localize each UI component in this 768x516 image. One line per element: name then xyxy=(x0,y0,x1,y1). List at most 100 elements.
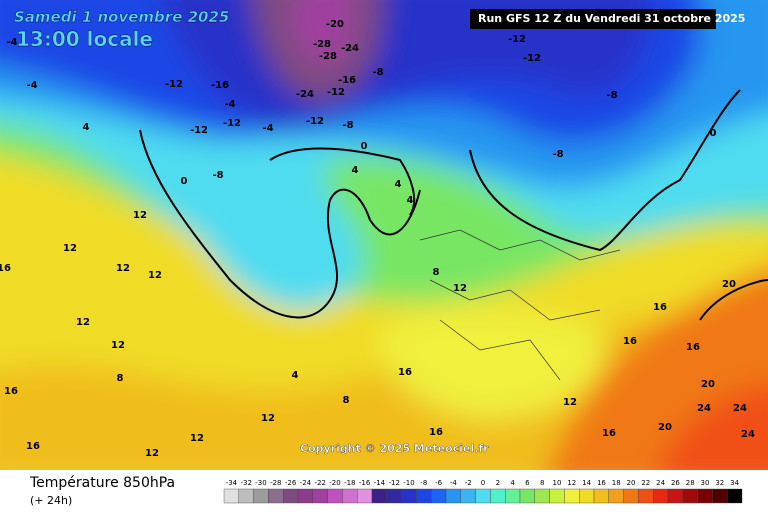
legend-label: 8 xyxy=(540,479,544,487)
coastlines xyxy=(139,89,768,321)
contour-label: 12 xyxy=(133,210,147,221)
contour-label: 12 xyxy=(190,433,204,444)
legend-swatch xyxy=(223,488,240,504)
contour-label: 0 xyxy=(361,141,368,152)
legend-label: 34 xyxy=(730,479,739,487)
run-box xyxy=(470,9,716,29)
contour-label: 20 xyxy=(658,422,672,433)
contour-label: 16 xyxy=(398,367,412,378)
contour-label: 12 xyxy=(261,413,275,424)
legend-swatch xyxy=(401,488,417,504)
contour-label: -4 xyxy=(26,80,37,91)
legend-swatch xyxy=(549,488,565,504)
contour-labels: -20-28 -24-28-16-24 -12-8-12-12-8-80-12 -16… xyxy=(0,19,755,459)
legend-label: -12 xyxy=(388,479,399,487)
contour-label: 20 xyxy=(722,279,736,290)
contour-label: -16 xyxy=(211,80,229,91)
borders xyxy=(419,229,621,381)
legend-label: 26 xyxy=(671,479,680,487)
legend-swatch xyxy=(312,488,328,504)
contour-label: -24 xyxy=(341,43,359,54)
legend-swatch xyxy=(238,488,254,504)
contour-label: 12 xyxy=(63,243,77,254)
legend-label: -26 xyxy=(285,479,297,487)
contour-label: 16 xyxy=(623,336,637,347)
legend-swatch xyxy=(564,488,580,504)
contour-label: 24 xyxy=(697,403,711,414)
contour-label: 16 xyxy=(4,386,18,397)
legend-label: -24 xyxy=(300,479,312,487)
legend-label: -14 xyxy=(374,479,386,487)
contour-label: 4 xyxy=(83,122,90,133)
legend-label: -16 xyxy=(359,479,371,487)
legend-swatch xyxy=(697,488,713,504)
contour-label: 12 xyxy=(145,448,159,459)
legend-label: 2 xyxy=(496,479,500,487)
contour-label: -4 xyxy=(6,37,17,48)
contour-label: -12 xyxy=(165,79,183,90)
legend-swatch xyxy=(505,488,521,504)
legend-label: 10 xyxy=(553,479,562,487)
contour-label: -8 xyxy=(342,120,353,131)
legend-label: -28 xyxy=(270,479,281,487)
contour-label: -12 xyxy=(306,116,324,127)
legend-swatch xyxy=(667,488,684,504)
contour-label: 12 xyxy=(563,397,577,408)
contour-label: -28 xyxy=(313,39,331,50)
run-label: Run GFS 12 Z du Vendredi 31 octobre 2025 xyxy=(478,12,745,25)
legend-label: -2 xyxy=(465,479,472,487)
legend-swatch xyxy=(297,488,314,504)
legend-label: -34 xyxy=(226,479,238,487)
footer-label: Température 850hPa xyxy=(29,475,175,491)
contour-label: 0 xyxy=(710,128,717,139)
legend-swatch xyxy=(283,488,299,504)
contour-label: 12 xyxy=(453,283,467,294)
legend-label: -8 xyxy=(420,479,427,487)
contour-label: -12 xyxy=(190,125,208,136)
temperature-field xyxy=(0,0,768,490)
legend-swatch xyxy=(416,488,432,504)
footer-step: (+ 24h) xyxy=(30,494,72,507)
contour-label: -12 xyxy=(523,53,541,64)
legend-swatch xyxy=(475,488,491,504)
contour-label: -12 xyxy=(508,34,526,45)
legend-label: 14 xyxy=(582,479,591,487)
legend-label: -10 xyxy=(403,479,414,487)
legend-swatch xyxy=(519,488,536,504)
legend-label: 24 xyxy=(656,479,665,487)
contour-label: 16 xyxy=(653,302,667,313)
legend-swatch xyxy=(727,488,743,504)
legend-swatch xyxy=(268,488,284,504)
legend-label: 6 xyxy=(525,479,530,487)
contour-label: 16 xyxy=(0,263,11,274)
contour-label: -4 xyxy=(224,99,235,110)
legend-swatch xyxy=(357,488,373,504)
legend-swatch xyxy=(593,488,610,504)
contour-label: 0 xyxy=(181,176,188,187)
legend-label: 0 xyxy=(481,479,485,487)
contour-label: 12 xyxy=(116,263,130,274)
legend-label: -4 xyxy=(450,479,458,487)
legend-label: -18 xyxy=(344,479,355,487)
legend-label: -32 xyxy=(240,479,251,487)
contour-label: 16 xyxy=(26,441,40,452)
contour-label: 4 xyxy=(395,179,402,190)
legend-label: 4 xyxy=(510,479,515,487)
contour-label: -12 xyxy=(223,118,241,129)
legend-label: 12 xyxy=(567,479,576,487)
legend: -34 -32 -30 -28 -26 -24 -22 -20 -18 -16 -14 -12 -10-… xyxy=(223,479,743,504)
contour-label: 4 xyxy=(407,195,414,206)
legend-label: -6 xyxy=(435,479,443,487)
contour-label: -4 xyxy=(262,123,273,134)
legend-label: 28 xyxy=(686,479,695,487)
legend-swatch xyxy=(490,488,506,504)
legend-swatch xyxy=(608,488,624,504)
contour-label: 4 xyxy=(292,370,299,381)
contour-label: 16 xyxy=(429,427,443,438)
copyright: Copyright © 2025 Meteociel.fr xyxy=(300,442,489,455)
legend-label: 18 xyxy=(612,479,621,487)
legend-swatch xyxy=(445,488,462,504)
contour-label: 8 xyxy=(343,395,350,406)
contour-label: -12 xyxy=(327,87,345,98)
contour-label: -8 xyxy=(606,90,617,101)
